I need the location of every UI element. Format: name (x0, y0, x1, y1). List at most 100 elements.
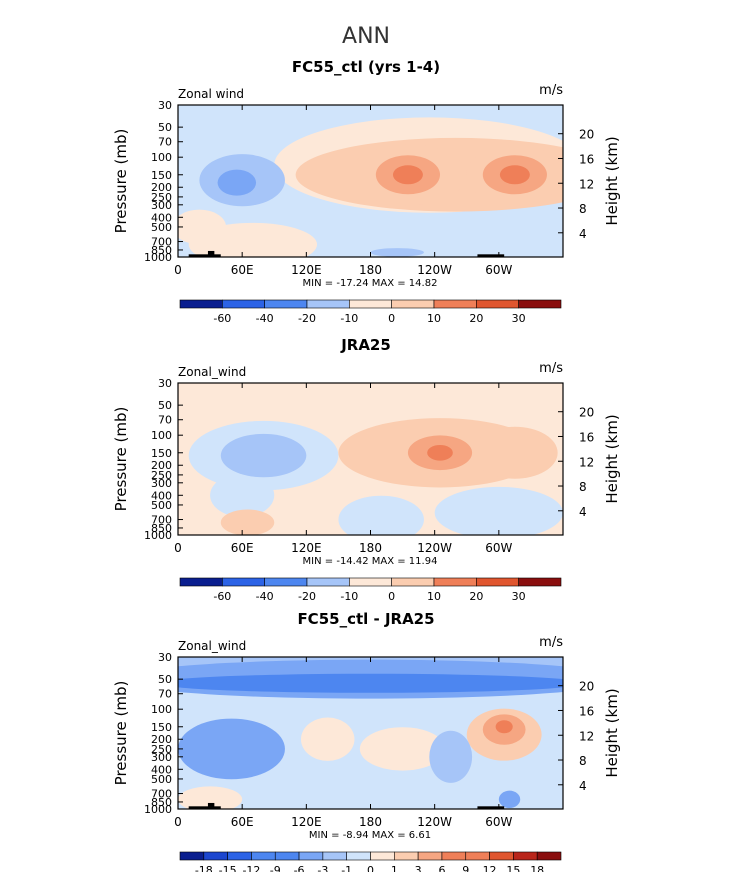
colorbar-label: 18 (530, 864, 544, 872)
colorbar-swatch (222, 299, 265, 309)
contour-region (210, 473, 275, 517)
y-tick-label: 100 (151, 429, 172, 442)
x-tick-label: 180 (359, 263, 382, 277)
colorbar-label: -18 (195, 864, 213, 872)
variable-label: Zonal wind (178, 87, 244, 101)
y-tick-label: 850 (151, 244, 172, 257)
colorbar-label: -40 (256, 312, 274, 325)
min-max-stats: MIN = -8.94 MAX = 6.61 (309, 830, 431, 841)
colorbar-label: 10 (427, 312, 441, 325)
contour-region (427, 444, 453, 461)
contour-region (220, 433, 307, 478)
colorbar-swatch (179, 299, 223, 309)
x-tick-label: 180 (359, 815, 382, 829)
x-tick-label: 60E (231, 815, 254, 829)
colorbar-swatch (433, 299, 477, 309)
colorbar-swatch (465, 851, 490, 861)
y-tick-label: 400 (151, 211, 172, 224)
panel-title: FC55_ctl - JRA25 (297, 610, 434, 628)
units-label: m/s (539, 83, 563, 98)
height-tick-label: 8 (579, 754, 587, 768)
y-tick-label: 50 (158, 399, 172, 412)
colorbar-label: 12 (483, 864, 497, 872)
topography-mask (207, 802, 215, 809)
min-max-stats: MIN = -14.42 MAX = 11.94 (303, 556, 438, 567)
height-tick-label: 20 (579, 128, 594, 142)
colorbar-label: -10 (340, 590, 358, 603)
colorbar-label: -20 (298, 590, 316, 603)
colorbar-label: -9 (270, 864, 281, 872)
x-tick-label: 120W (417, 541, 452, 555)
y-axis-title: Pressure (mb) (112, 407, 130, 512)
colorbar-label: 0 (388, 590, 395, 603)
x-tick-label: 60E (231, 263, 254, 277)
y-tick-label: 100 (151, 703, 172, 716)
colorbar-swatch (264, 299, 308, 309)
y-tick-label: 150 (151, 721, 172, 734)
colorbar-label: -40 (256, 590, 274, 603)
chart-panel-2: JRA25 Zonal_wind m/s 0 60E 120E 180 120W 60W MIN … (112, 336, 621, 603)
colorbar-label: 3 (415, 864, 422, 872)
y-tick-label: 700 (151, 788, 172, 801)
y-tick-label: 300 (151, 199, 172, 212)
colorbar-label: 15 (506, 864, 520, 872)
height-tick-label: 4 (579, 779, 587, 793)
contour-region (370, 248, 424, 257)
y-tick-label: 200 (151, 459, 172, 472)
x-tick-label: 60W (485, 815, 512, 829)
colorbar-label: -6 (294, 864, 305, 872)
chart-panel-1: FC55_ctl (yrs 1-4) Zonal wind m/s 0 60E 120E 1… (112, 58, 621, 325)
contour-region (178, 718, 285, 780)
colorbar-swatch (518, 577, 562, 587)
height-tick-label: 12 (579, 729, 594, 743)
contour-region (434, 486, 563, 535)
colorbar-swatch (476, 577, 519, 587)
colorbar-swatch (476, 299, 519, 309)
contour-region (472, 426, 558, 479)
y-tick-label: 50 (158, 673, 172, 686)
contour-field (178, 657, 563, 809)
contour-field (178, 105, 563, 257)
colorbar-swatch (264, 577, 308, 587)
colorbar-swatch (222, 577, 265, 587)
colorbar-swatch (227, 851, 252, 861)
variable-label: Zonal_wind (178, 639, 246, 653)
y-tick-label: 500 (151, 499, 172, 512)
y-tick-label: 400 (151, 489, 172, 502)
y-tick-label: 200 (151, 733, 172, 746)
contour-region (359, 727, 446, 771)
height-tick-label: 8 (579, 480, 587, 494)
x-tick-label: 0 (174, 263, 182, 277)
variable-label: Zonal_wind (178, 365, 246, 379)
y-tick-label: 1000 (144, 803, 172, 816)
colorbar-swatch (391, 299, 435, 309)
contour-region (217, 169, 257, 196)
colorbar-swatch (274, 851, 300, 861)
colorbar-label: 20 (469, 590, 483, 603)
y-tick-label: 250 (151, 469, 172, 482)
height-tick-label: 16 (579, 704, 594, 718)
colorbar-swatch (306, 299, 350, 309)
right-axis-title: Height (km) (603, 414, 621, 503)
colorbar-swatch (349, 299, 392, 309)
y-tick-label: 70 (158, 688, 172, 701)
colorbar-swatch (349, 577, 392, 587)
y-tick-label: 30 (158, 99, 172, 112)
topography-mask (188, 806, 221, 809)
colorbar-swatch (394, 851, 419, 861)
colorbar-swatch (417, 851, 443, 861)
y-tick-label: 500 (151, 773, 172, 786)
height-tick-label: 16 (579, 430, 594, 444)
colorbar-label: 30 (512, 590, 526, 603)
colorbar-swatch (513, 851, 538, 861)
y-tick-label: 30 (158, 651, 172, 664)
colorbar-label: -10 (340, 312, 358, 325)
y-tick-label: 500 (151, 221, 172, 234)
units-label: m/s (539, 361, 563, 376)
y-tick-label: 150 (151, 447, 172, 460)
y-tick-label: 100 (151, 151, 172, 164)
colorbar-swatch (346, 851, 371, 861)
colorbar-label: -1 (341, 864, 352, 872)
height-tick-label: 12 (579, 177, 594, 191)
topography-mask (477, 806, 505, 809)
